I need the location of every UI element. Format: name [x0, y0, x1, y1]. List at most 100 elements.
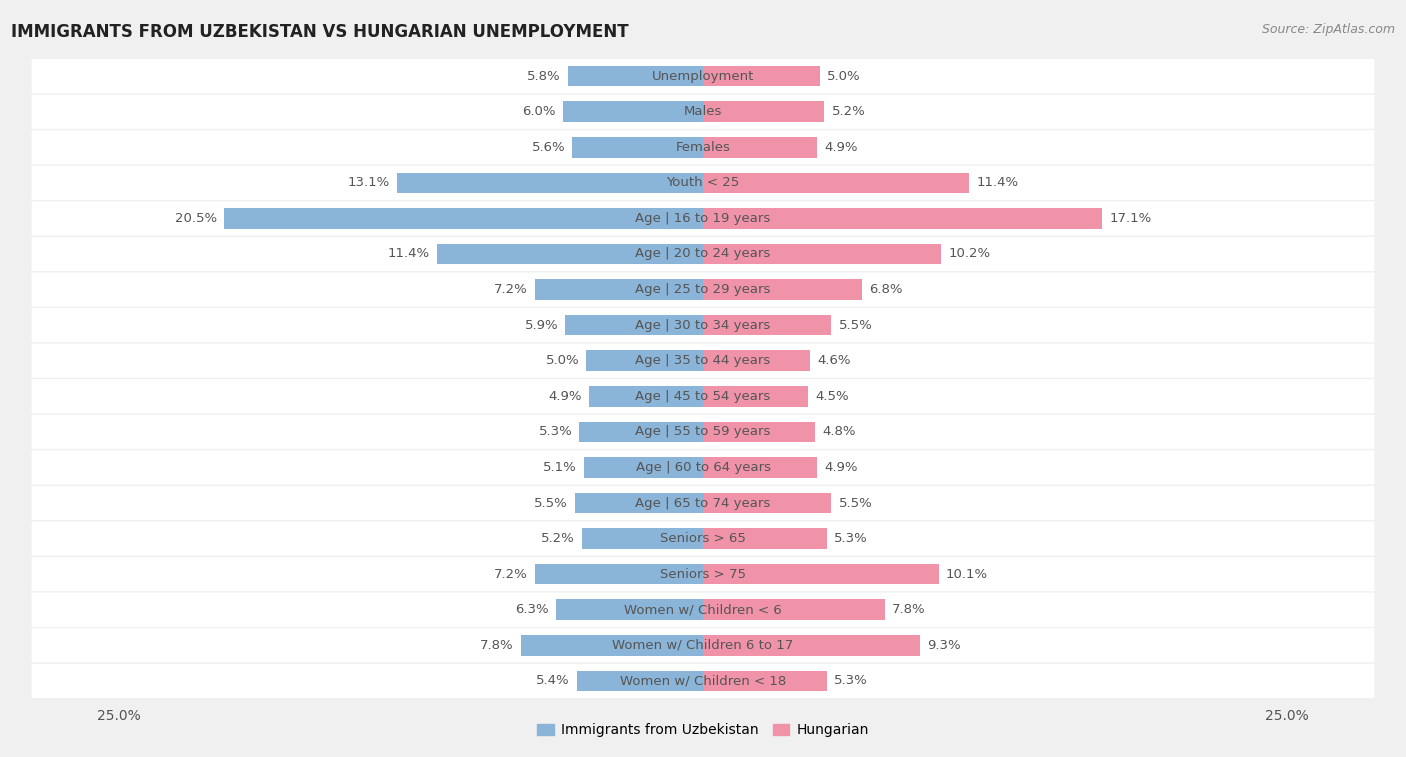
Text: 17.1%: 17.1% [1109, 212, 1152, 225]
Text: 5.9%: 5.9% [524, 319, 558, 332]
Text: Age | 35 to 44 years: Age | 35 to 44 years [636, 354, 770, 367]
Bar [703, 564, 939, 584]
Text: 5.5%: 5.5% [534, 497, 568, 509]
Text: 5.0%: 5.0% [546, 354, 579, 367]
FancyBboxPatch shape [31, 379, 1375, 413]
FancyBboxPatch shape [31, 273, 1375, 307]
Bar [572, 137, 703, 157]
Bar [579, 422, 703, 442]
Bar [703, 350, 810, 371]
Text: Women w/ Children < 18: Women w/ Children < 18 [620, 674, 786, 687]
Text: 4.5%: 4.5% [815, 390, 849, 403]
FancyBboxPatch shape [31, 59, 1375, 93]
FancyBboxPatch shape [31, 557, 1375, 591]
Bar [562, 101, 703, 122]
Bar [396, 173, 703, 193]
Text: 9.3%: 9.3% [927, 639, 960, 652]
Bar [703, 101, 824, 122]
Text: 5.5%: 5.5% [838, 497, 872, 509]
Bar [703, 422, 815, 442]
Text: 5.2%: 5.2% [541, 532, 575, 545]
Bar [582, 528, 703, 549]
Bar [565, 315, 703, 335]
Bar [703, 528, 827, 549]
FancyBboxPatch shape [31, 308, 1375, 342]
FancyBboxPatch shape [31, 664, 1375, 698]
Text: 7.2%: 7.2% [494, 283, 527, 296]
Text: Age | 60 to 64 years: Age | 60 to 64 years [636, 461, 770, 474]
FancyBboxPatch shape [31, 415, 1375, 449]
Text: 20.5%: 20.5% [176, 212, 218, 225]
Text: 5.3%: 5.3% [834, 674, 868, 687]
Text: 11.4%: 11.4% [976, 176, 1018, 189]
Text: 7.8%: 7.8% [481, 639, 513, 652]
Bar [437, 244, 703, 264]
Bar [703, 244, 941, 264]
Text: 6.0%: 6.0% [523, 105, 555, 118]
Text: 4.9%: 4.9% [824, 461, 858, 474]
FancyBboxPatch shape [31, 237, 1375, 271]
Bar [703, 279, 862, 300]
FancyBboxPatch shape [31, 95, 1375, 129]
Text: Age | 20 to 24 years: Age | 20 to 24 years [636, 248, 770, 260]
Bar [703, 600, 886, 620]
Bar [576, 671, 703, 691]
FancyBboxPatch shape [31, 201, 1375, 235]
Bar [575, 493, 703, 513]
Bar [586, 350, 703, 371]
Text: Seniors > 75: Seniors > 75 [659, 568, 747, 581]
Text: 5.0%: 5.0% [827, 70, 860, 83]
FancyBboxPatch shape [31, 344, 1375, 378]
Text: Age | 30 to 34 years: Age | 30 to 34 years [636, 319, 770, 332]
Text: 5.8%: 5.8% [527, 70, 561, 83]
Bar [703, 671, 827, 691]
Text: 5.3%: 5.3% [834, 532, 868, 545]
Text: Age | 65 to 74 years: Age | 65 to 74 years [636, 497, 770, 509]
Bar [703, 66, 820, 86]
Bar [703, 386, 808, 407]
Text: 10.2%: 10.2% [948, 248, 990, 260]
FancyBboxPatch shape [31, 522, 1375, 556]
Text: 7.8%: 7.8% [893, 603, 925, 616]
Bar [703, 315, 831, 335]
Bar [534, 564, 703, 584]
Text: 5.1%: 5.1% [543, 461, 576, 474]
Text: 4.9%: 4.9% [548, 390, 582, 403]
Text: Unemployment: Unemployment [652, 70, 754, 83]
Text: Females: Females [675, 141, 731, 154]
Text: Source: ZipAtlas.com: Source: ZipAtlas.com [1261, 23, 1395, 36]
Text: IMMIGRANTS FROM UZBEKISTAN VS HUNGARIAN UNEMPLOYMENT: IMMIGRANTS FROM UZBEKISTAN VS HUNGARIAN … [11, 23, 628, 41]
Text: 11.4%: 11.4% [388, 248, 430, 260]
Text: 5.6%: 5.6% [531, 141, 565, 154]
Text: 4.6%: 4.6% [817, 354, 851, 367]
Text: 5.3%: 5.3% [538, 425, 572, 438]
Bar [703, 457, 817, 478]
Bar [583, 457, 703, 478]
FancyBboxPatch shape [31, 628, 1375, 662]
Bar [520, 635, 703, 656]
Bar [568, 66, 703, 86]
Text: Women w/ Children < 6: Women w/ Children < 6 [624, 603, 782, 616]
Text: Age | 16 to 19 years: Age | 16 to 19 years [636, 212, 770, 225]
Text: 4.9%: 4.9% [824, 141, 858, 154]
Legend: Immigrants from Uzbekistan, Hungarian: Immigrants from Uzbekistan, Hungarian [531, 718, 875, 743]
Text: Males: Males [683, 105, 723, 118]
FancyBboxPatch shape [31, 450, 1375, 484]
Bar [534, 279, 703, 300]
Bar [703, 173, 969, 193]
Bar [555, 600, 703, 620]
FancyBboxPatch shape [31, 486, 1375, 520]
Text: Age | 55 to 59 years: Age | 55 to 59 years [636, 425, 770, 438]
Text: 7.2%: 7.2% [494, 568, 527, 581]
Text: 4.8%: 4.8% [823, 425, 856, 438]
Text: 10.1%: 10.1% [946, 568, 988, 581]
Text: Age | 25 to 29 years: Age | 25 to 29 years [636, 283, 770, 296]
Text: 6.8%: 6.8% [869, 283, 903, 296]
Text: 5.2%: 5.2% [831, 105, 865, 118]
Bar [703, 635, 920, 656]
Text: Age | 45 to 54 years: Age | 45 to 54 years [636, 390, 770, 403]
Text: Women w/ Children 6 to 17: Women w/ Children 6 to 17 [613, 639, 793, 652]
Text: 5.4%: 5.4% [536, 674, 569, 687]
Text: 5.5%: 5.5% [838, 319, 872, 332]
Text: Youth < 25: Youth < 25 [666, 176, 740, 189]
